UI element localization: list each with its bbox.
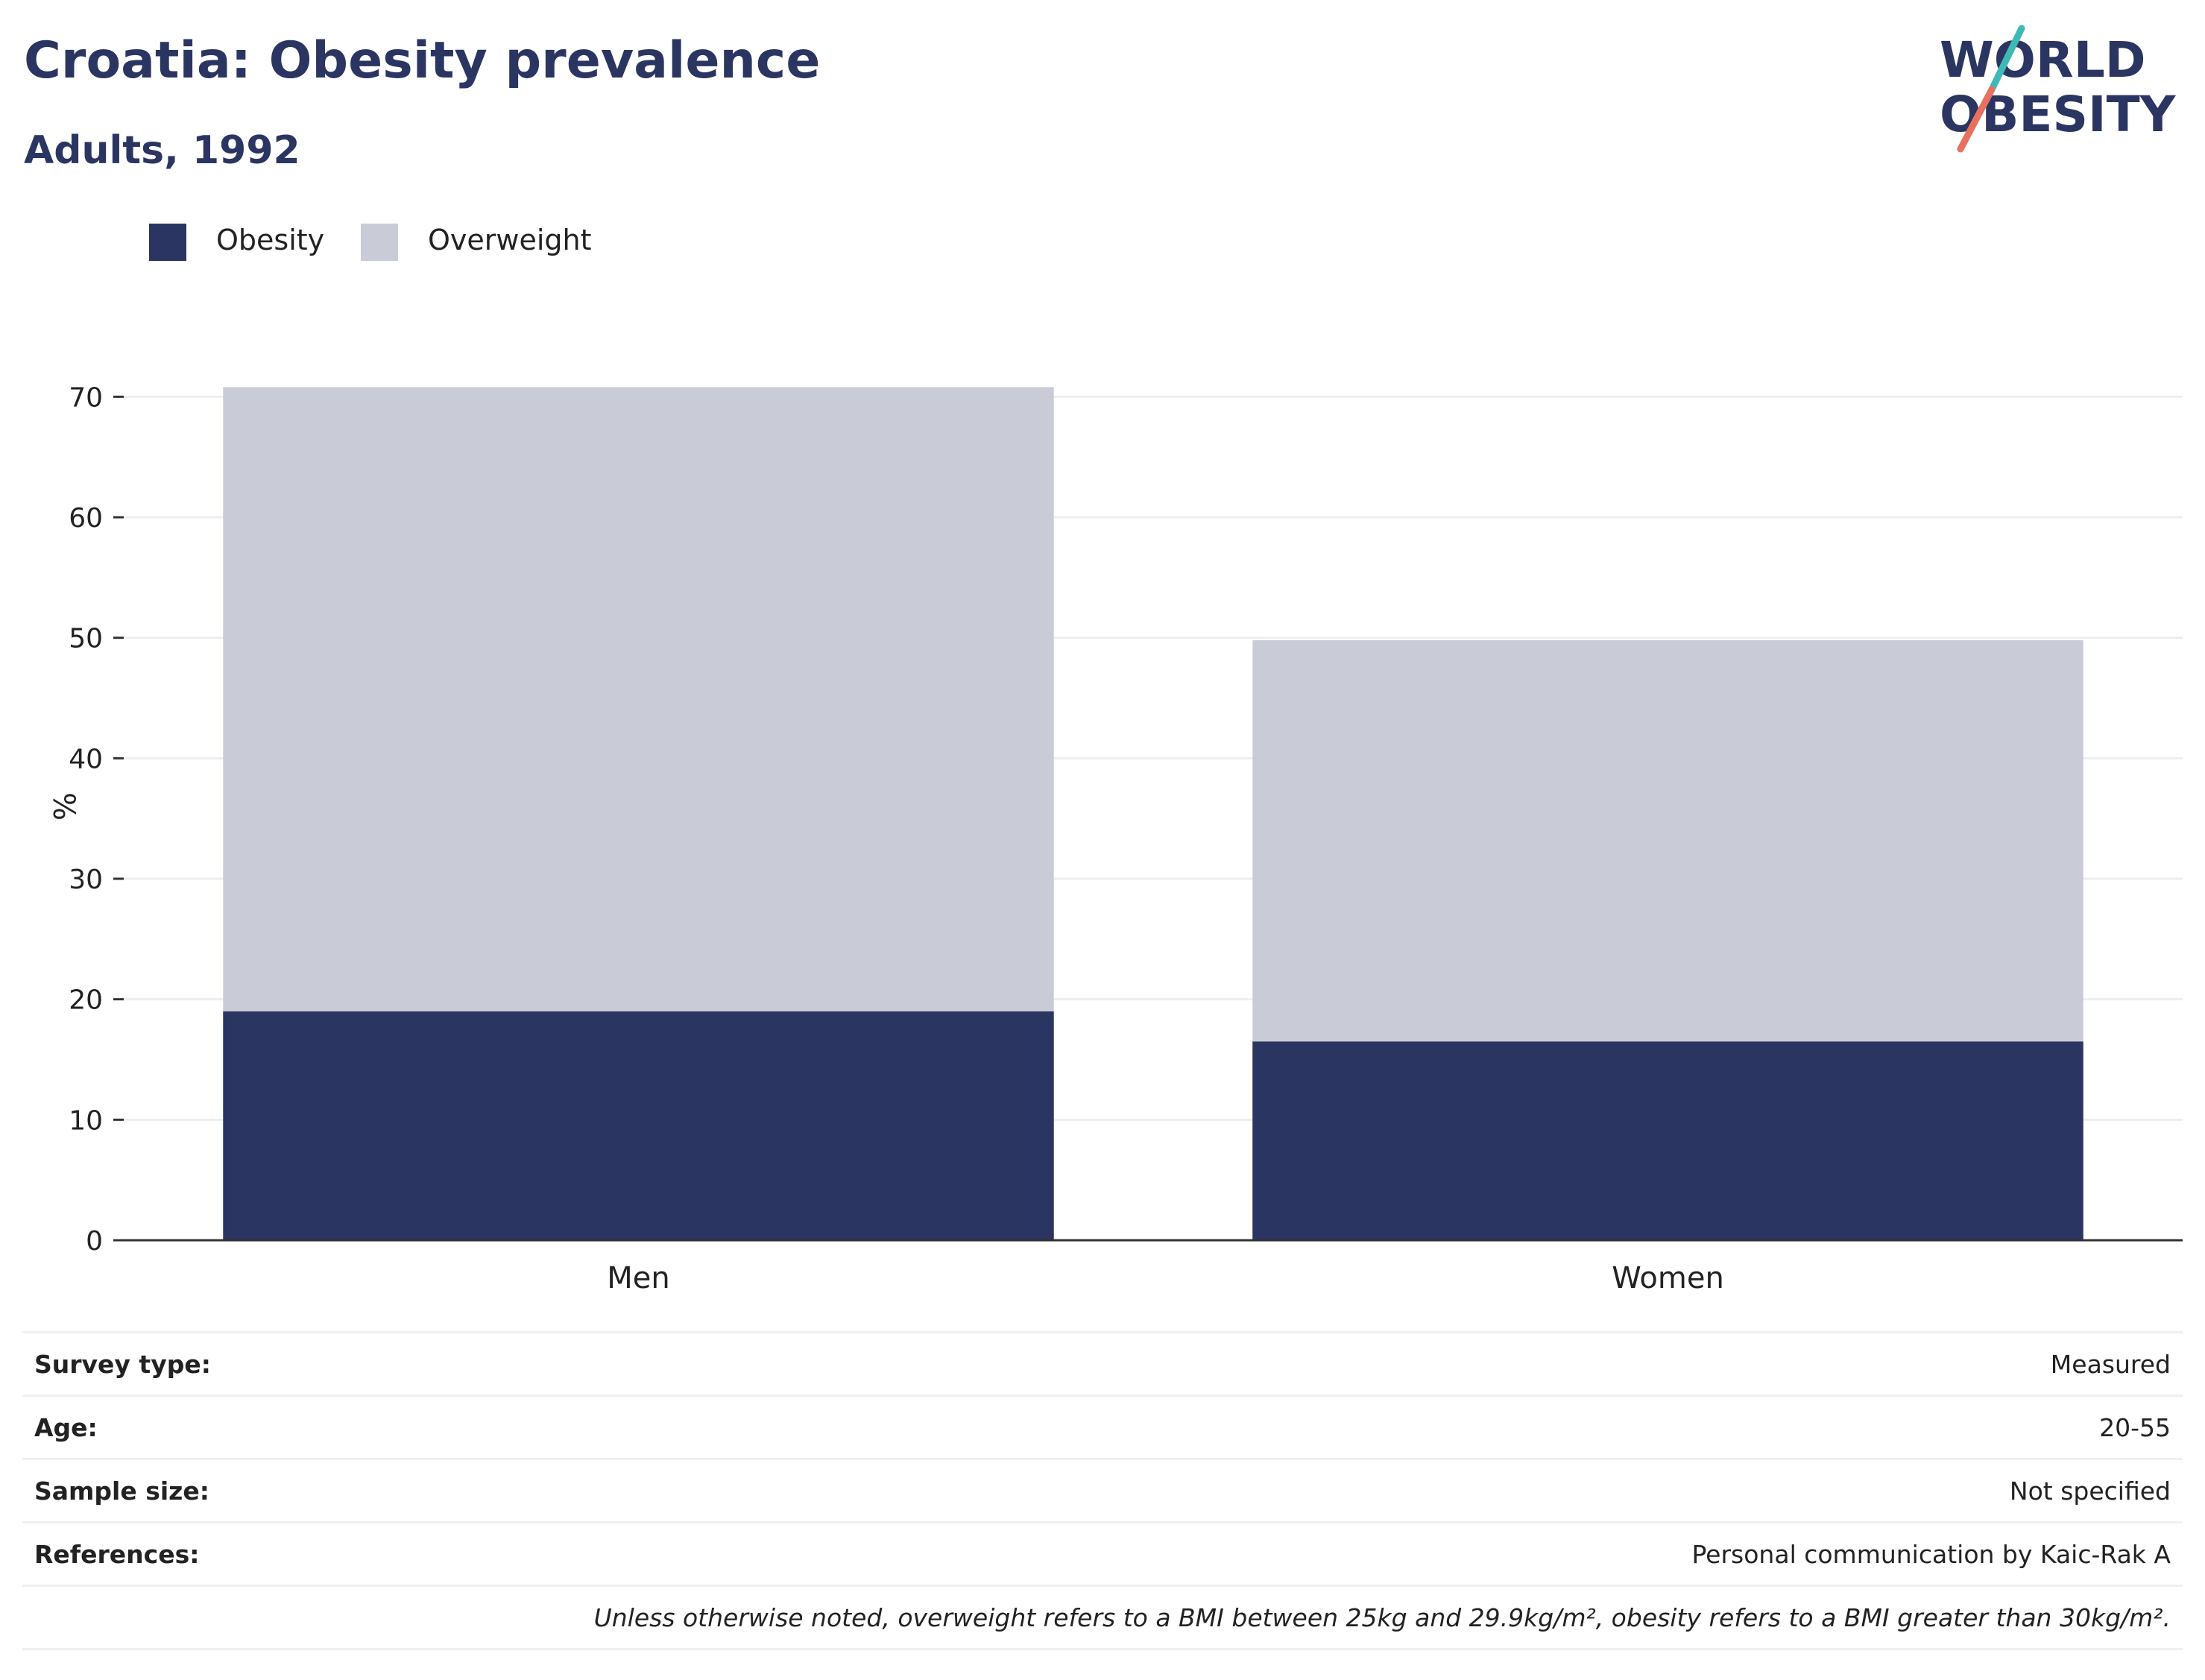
x-tick-label: Men — [607, 1261, 669, 1295]
info-label: Sample size: — [34, 1477, 209, 1506]
bar-obesity-men — [223, 1011, 1054, 1240]
logo-slash-coral — [1957, 86, 1996, 153]
world-obesity-logo: WORLD OBESITY — [1940, 25, 2177, 153]
y-axis-label: % — [46, 792, 81, 821]
chart-subtitle: Adults, 1992 — [24, 128, 300, 173]
info-label: Age: — [34, 1413, 98, 1442]
legend-swatch-obesity — [149, 224, 186, 261]
info-row-age: Age: 20-55 — [22, 1395, 2183, 1458]
y-tick-label: 40 — [69, 744, 103, 774]
y-tick-label: 70 — [69, 382, 103, 413]
info-value: Measured — [2050, 1350, 2171, 1379]
info-row-survey-type: Survey type: Measured — [22, 1331, 2183, 1395]
info-row-definition-note: Unless otherwise noted, overweight refer… — [22, 1585, 2183, 1650]
bar-overweight-men — [223, 387, 1054, 1011]
info-row-references: References: Personal communication by Ka… — [22, 1521, 2183, 1585]
y-tick-label: 50 — [69, 624, 103, 654]
logo-line-world: WORLD — [1940, 31, 2146, 89]
y-tick-label: 60 — [69, 503, 103, 534]
info-value: 20-55 — [2099, 1413, 2171, 1442]
x-tick-label: Women — [1612, 1261, 1724, 1295]
definition-note: Unless otherwise noted, overweight refer… — [593, 1603, 2171, 1632]
logo-slash-teal — [1988, 25, 2025, 93]
y-tick-label: 0 — [86, 1226, 103, 1257]
stacked-bar-chart: 0 10 20 30 40 50 60 70% Men Women — [46, 382, 2183, 1295]
info-value: Not specified — [2009, 1477, 2171, 1506]
info-value: Personal communication by Kaic-Rak A — [1691, 1540, 2171, 1569]
info-row-sample-size: Sample size: Not specified — [22, 1458, 2183, 1521]
legend-label-obesity: Obesity — [216, 224, 325, 256]
bar-overweight-women — [1252, 640, 2083, 1042]
legend-label-overweight: Overweight — [428, 224, 592, 256]
info-label: References: — [34, 1540, 200, 1569]
bar-obesity-women — [1252, 1041, 2083, 1240]
y-tick-label: 20 — [69, 985, 103, 1016]
y-tick-label: 30 — [69, 865, 103, 895]
survey-info-table: Survey type: Measured Age: 20-55 Sample … — [22, 1331, 2183, 1650]
y-tick-label: 10 — [69, 1105, 103, 1136]
chart-title: Croatia: Obesity prevalence — [24, 31, 821, 90]
legend-swatch-overweight — [361, 224, 398, 261]
info-label: Survey type: — [34, 1350, 211, 1379]
